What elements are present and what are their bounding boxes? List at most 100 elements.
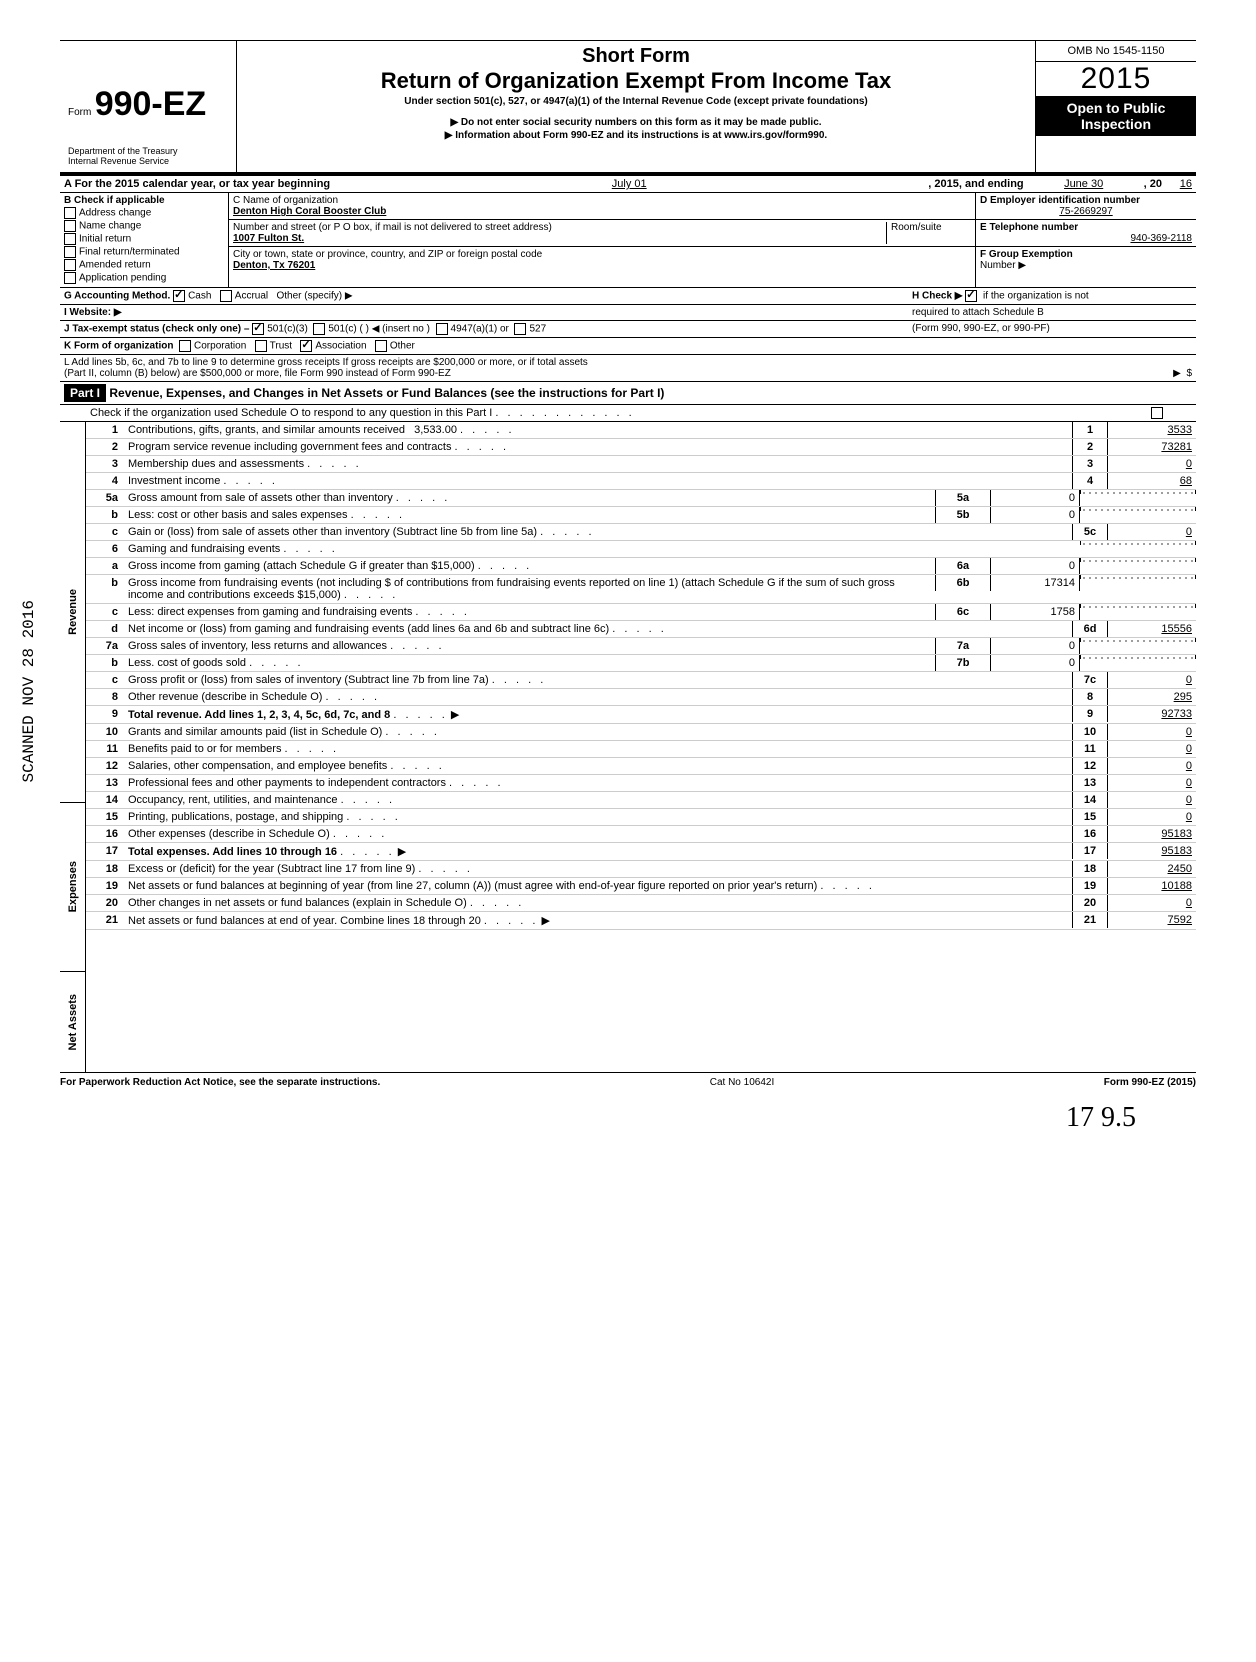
label-name-change: Name change [79,221,141,232]
dots: . . . . . . . . . . . . [495,407,634,419]
checkbox-4947[interactable] [436,323,448,335]
label-501c3: 501(c)(3) [267,324,308,335]
side-revenue: Revenue [67,589,79,635]
label-amended: Amended return [79,260,151,271]
line-b: bGross income from fundraising events (n… [86,575,1196,604]
footer-left: For Paperwork Reduction Act Notice, see … [60,1077,380,1088]
line-16: 16Other expenses (describe in Schedule O… [86,826,1196,843]
line-b: bLess. cost of goods sold . . . . .7b0 [86,655,1196,672]
checkbox-initial-return[interactable] [64,233,76,245]
label-initial-return: Initial return [79,234,131,245]
form-prefix: Form [68,107,91,118]
e-label: E Telephone number [980,222,1078,233]
checkbox-501c[interactable] [313,323,325,335]
omb-number: OMB No 1545-1150 [1036,41,1196,62]
line-10: 10Grants and similar amounts paid (list … [86,724,1196,741]
l-text1: L Add lines 5b, 6c, and 7b to line 9 to … [64,357,1192,368]
label-501c: 501(c) ( [328,324,362,335]
phone: 940-369-2118 [980,233,1192,244]
line-7a: 7aGross sales of inventory, less returns… [86,638,1196,655]
line-b: bLess: cost or other basis and sales exp… [86,507,1196,524]
l-text2: (Part II, column (B) below) are $500,000… [64,368,1173,379]
org-address: 1007 Fulton St. [233,233,304,244]
row-a-text: A For the 2015 calendar year, or tax yea… [64,178,330,190]
title-short-form: Short Form [245,45,1027,68]
h-text3: required to attach Schedule B [906,307,1192,318]
label-4947: 4947(a)(1) or [451,324,509,335]
org-city: Denton, Tx 76201 [233,260,315,271]
org-name: Denton High Coral Booster Club [233,206,386,217]
line-c: cGain or (loss) from sale of assets othe… [86,524,1196,541]
line-19: 19Net assets or fund balances at beginni… [86,878,1196,895]
label-address-change: Address change [79,208,151,219]
checkbox-accrual[interactable] [220,290,232,302]
row-a: A For the 2015 calendar year, or tax yea… [60,176,1196,193]
checkbox-name-change[interactable] [64,220,76,232]
title-return: Return of Organization Exempt From Incom… [245,68,1027,94]
checkbox-assoc[interactable] [300,340,312,352]
line-12: 12Salaries, other compensation, and empl… [86,758,1196,775]
label-trust: Trust [270,341,292,352]
tax-year-begin: July 01 [330,178,928,190]
checkbox-501c3[interactable] [252,323,264,335]
checkbox-schedule-o[interactable] [1151,407,1163,419]
label-pending: Application pending [79,273,166,284]
handwritten-note: 17 9.5 [60,1102,1196,1134]
footer-right: Form 990-EZ (2015) [1104,1077,1196,1088]
l-arrow: ▶ [1173,368,1181,379]
checkbox-cash[interactable] [173,290,185,302]
footer-mid: Cat No 10642I [710,1077,775,1088]
checkbox-trust[interactable] [255,340,267,352]
checkbox-address-change[interactable] [64,207,76,219]
section-c: C Name of organization Denton High Coral… [229,193,976,287]
line-18: 18Excess or (deficit) for the year (Subt… [86,861,1196,878]
line-d: dNet income or (loss) from gaming and fu… [86,621,1196,638]
tax-year-yy: 16 [1162,178,1192,190]
label-cash: Cash [188,291,211,302]
checkbox-corp[interactable] [179,340,191,352]
section-d: D Employer identification number 75-2669… [976,193,1196,287]
line-21: 21Net assets or fund balances at end of … [86,912,1196,930]
part-i-header: Part I [64,384,106,402]
line-20: 20Other changes in net assets or fund ba… [86,895,1196,912]
line-17: 17Total expenses. Add lines 10 through 1… [86,843,1196,861]
line-c: cLess: direct expenses from gaming and f… [86,604,1196,621]
year-prefix: 20 [1081,62,1116,95]
checkbox-final-return[interactable] [64,246,76,258]
checkbox-other-org[interactable] [375,340,387,352]
label-other-org: Other [390,341,415,352]
line-9: 9Total revenue. Add lines 1, 2, 3, 4, 5c… [86,706,1196,724]
line-15: 15Printing, publications, postage, and s… [86,809,1196,826]
h-label: H Check ▶ [912,291,962,302]
label-assoc: Association [315,341,366,352]
k-label: K Form of organization [64,341,173,352]
section-b: B Check if applicable Address change Nam… [60,193,229,287]
c-label: C Name of organization [233,195,971,206]
part-i-sub: Check if the organization used Schedule … [90,407,492,419]
side-netassets: Net Assets [67,994,79,1050]
checkbox-pending[interactable] [64,272,76,284]
addr-label: Number and street (or P O box, if mail i… [233,222,886,233]
subtitle-section: Under section 501(c), 527, or 4947(a)(1)… [245,96,1027,107]
label-insert: ) ◀ (insert no ) [366,324,430,335]
city-label: City or town, state or province, country… [233,249,971,260]
label-accrual: Accrual [235,291,268,302]
line-8: 8Other revenue (describe in Schedule O) … [86,689,1196,706]
f-label2: Number ▶ [980,260,1192,271]
lines-container: 1Contributions, gifts, grants, and simil… [86,422,1196,1072]
line-1: 1Contributions, gifts, grants, and simil… [86,422,1196,439]
line-4: 4Investment income . . . . .468 [86,473,1196,490]
line-14: 14Occupancy, rent, utilities, and mainte… [86,792,1196,809]
form-header: Form 990-EZ Department of the Treasury I… [60,40,1196,176]
checkbox-schedule-b[interactable] [965,290,977,302]
form-number: 990-EZ [95,85,207,123]
checkbox-amended[interactable] [64,259,76,271]
line-13: 13Professional fees and other payments t… [86,775,1196,792]
section-b-header: B Check if applicable [64,195,165,206]
checkbox-527[interactable] [514,323,526,335]
subtitle-info: ▶ Information about Form 990-EZ and its … [245,130,1027,141]
line-11: 11Benefits paid to or for members . . . … [86,741,1196,758]
open-public-2: Inspection [1040,116,1192,132]
h-text2: if the organization is not [983,291,1089,302]
line-3: 3Membership dues and assessments . . . .… [86,456,1196,473]
